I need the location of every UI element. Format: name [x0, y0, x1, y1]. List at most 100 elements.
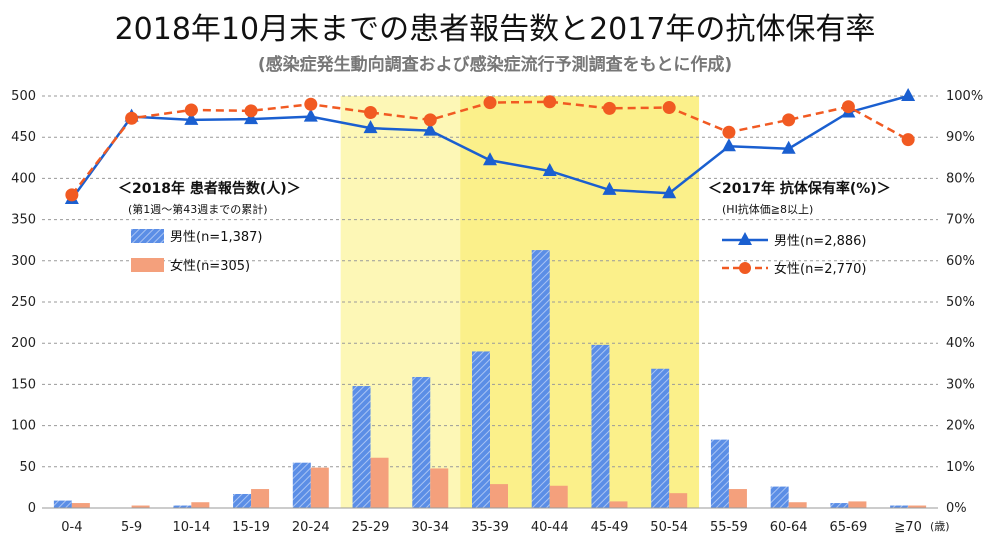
male-bar	[412, 376, 431, 508]
male-antibody-point	[363, 120, 378, 134]
x-tick-label: 60-64	[770, 520, 808, 535]
female-line-swatch-marker	[739, 262, 751, 274]
female-bar	[490, 484, 508, 508]
y-left-tick-label: 0	[28, 501, 36, 516]
y-left-tick-label: 200	[11, 336, 36, 351]
x-tick-label: 10-14	[172, 520, 210, 535]
male-antibody-point	[423, 122, 438, 136]
male-bar	[472, 351, 490, 508]
line-legend-note: (HI抗体価≧8以上)	[722, 202, 813, 216]
female-bar-legend-label: 女性(n=305)	[170, 258, 250, 274]
x-tick-label: 5-9	[121, 520, 142, 535]
y-right-tick-label: 40%	[946, 336, 975, 351]
female-antibody-point	[841, 100, 855, 114]
female-bar	[71, 503, 90, 508]
female-bar	[609, 501, 628, 508]
female-bar	[728, 489, 747, 508]
bar-legend-note: (第1週〜第43週までの累計)	[128, 202, 268, 216]
y-left-tick-label: 400	[11, 171, 36, 186]
y-left-tick-label: 450	[11, 130, 36, 145]
female-antibody-point	[901, 133, 915, 147]
female-bar	[788, 502, 807, 508]
male-bar	[710, 439, 729, 508]
x-tick-label: 55-59	[710, 520, 748, 535]
female-antibody-point	[125, 111, 139, 125]
female-antibody-point	[662, 101, 676, 115]
chart-subtitle: (感染症発生動向調査および感染症流行予測調査をもとに作成)	[257, 55, 733, 75]
y-left-tick-label: 500	[11, 89, 36, 104]
x-tick-label: 50-54	[650, 520, 688, 535]
line-legend-heading: ＜2017年 抗体保有率(%)＞	[708, 180, 891, 197]
female-bar	[131, 505, 150, 508]
x-tick-label: 0-4	[61, 520, 82, 535]
x-tick-label: 30-34	[411, 520, 449, 535]
male-bar	[233, 493, 252, 508]
y-right-tick-label: 0%	[946, 501, 967, 516]
female-antibody-point	[602, 101, 616, 115]
x-unit-label: (歳)	[930, 520, 950, 533]
female-bar	[549, 485, 568, 508]
x-tick-label: 25-29	[352, 520, 390, 535]
y-left-tick-label: 50	[19, 460, 36, 475]
male-antibody-point	[721, 138, 736, 152]
x-tick-label: 65-69	[830, 520, 868, 535]
female-antibody-point	[543, 95, 557, 109]
x-tick-label: 35-39	[471, 520, 509, 535]
female-bar	[848, 501, 867, 508]
male-bar	[890, 505, 909, 508]
male-antibody-point	[184, 111, 199, 125]
male-antibody-point	[662, 185, 677, 199]
male-antibody-point	[542, 162, 557, 176]
x-tick-label: 20-24	[292, 520, 330, 535]
male-bar	[830, 503, 849, 508]
y-left-tick-label: 150	[11, 377, 36, 392]
y-right-tick-label: 50%	[946, 295, 975, 310]
male-bar	[173, 505, 192, 508]
y-right-tick-label: 70%	[946, 213, 975, 228]
male-antibody-point	[901, 88, 916, 101]
female-antibody-point	[184, 103, 198, 117]
male-bar	[53, 500, 72, 508]
female-antibody-point	[304, 97, 318, 111]
y-right-tick-label: 20%	[946, 419, 975, 434]
female-bar	[430, 468, 449, 508]
female-bar	[908, 505, 927, 508]
male-bar	[531, 250, 550, 508]
y-right-tick-label: 30%	[946, 377, 975, 392]
female-line-legend-label: 女性(n=2,770)	[774, 261, 867, 277]
male-bar-swatch	[131, 229, 164, 243]
male-bar	[352, 386, 371, 508]
y-right-tick-label: 100%	[946, 89, 983, 104]
male-bar-legend-label: 男性(n=1,387)	[170, 230, 263, 245]
female-antibody-point	[244, 104, 258, 118]
male-line-swatch-marker	[738, 232, 752, 245]
female-bar	[370, 457, 389, 508]
y-right-tick-label: 80%	[946, 171, 975, 186]
male-antibody-point	[602, 181, 617, 195]
female-antibody-point	[65, 188, 79, 202]
x-tick-label: 15-19	[232, 520, 270, 535]
y-left-tick-label: 300	[11, 254, 36, 269]
male-bar	[591, 344, 610, 508]
male-line-legend-label: 男性(n=2,886)	[774, 234, 867, 249]
female-antibody-point	[722, 125, 736, 139]
bar-legend-heading: ＜2018年 患者報告数(人)＞	[118, 180, 301, 197]
female-bar	[669, 493, 688, 508]
y-right-tick-label: 10%	[946, 460, 975, 475]
female-antibody-point	[782, 113, 796, 127]
male-bar	[651, 368, 670, 508]
y-left-tick-label: 100	[11, 419, 36, 434]
female-antibody-point	[364, 105, 378, 119]
x-tick-label: 45-49	[591, 520, 629, 535]
female-antibody-point	[423, 113, 437, 127]
female-bar-swatch	[131, 258, 164, 272]
y-right-tick-label: 60%	[946, 254, 975, 269]
y-right-tick-label: 90%	[946, 130, 975, 145]
male-bar	[770, 486, 789, 508]
female-bar	[251, 489, 270, 508]
male-antibody-point	[303, 108, 318, 122]
female-antibody-point	[483, 96, 497, 110]
male-antibody-point	[483, 152, 497, 166]
male-antibody-point	[781, 140, 796, 154]
x-tick-label: 40-44	[531, 520, 569, 535]
